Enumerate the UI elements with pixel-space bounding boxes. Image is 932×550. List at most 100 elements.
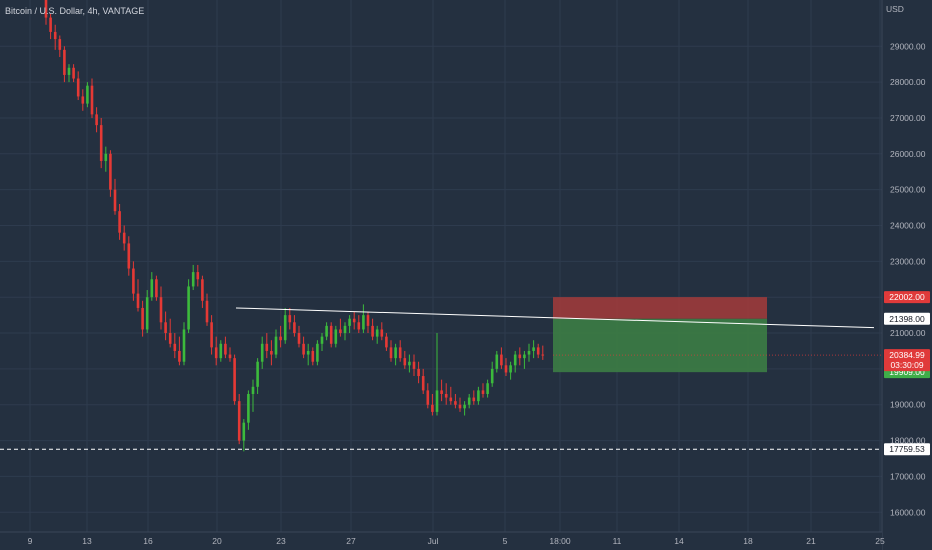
candle-body xyxy=(504,365,508,373)
take-profit-zone[interactable] xyxy=(553,318,767,373)
risk-reward-tool[interactable] xyxy=(553,297,767,373)
candle-body xyxy=(150,279,154,298)
candle-body xyxy=(168,333,172,344)
candle-body xyxy=(210,322,213,348)
candle-body xyxy=(283,315,287,341)
candle-body xyxy=(348,318,351,326)
candle-body xyxy=(536,347,540,355)
symbol-title[interactable]: Bitcoin / U.S. Dollar, 4h, VANTAGE xyxy=(5,6,144,16)
stop-loss-zone[interactable] xyxy=(553,297,767,319)
candle-body xyxy=(435,390,439,412)
candle-body xyxy=(219,343,223,359)
candle-body xyxy=(104,153,108,161)
price-tick-label: 27000.00 xyxy=(890,113,926,123)
candle-body xyxy=(398,347,402,359)
trend-price-badge xyxy=(884,312,930,325)
candle-body xyxy=(187,286,190,330)
candle-body xyxy=(477,390,480,402)
candle-body xyxy=(431,404,434,412)
price-tick-label: 24000.00 xyxy=(890,221,926,231)
candle-body xyxy=(357,322,361,330)
time-tick-label: 11 xyxy=(613,536,622,546)
drawing-lines[interactable] xyxy=(0,307,882,450)
time-tick-label: 20 xyxy=(212,536,222,546)
time-tick-label: 5 xyxy=(503,536,508,546)
candle-body xyxy=(49,17,52,32)
time-tick-label: Jul xyxy=(428,536,439,546)
candle-body xyxy=(205,300,209,323)
time-tick-label: 16 xyxy=(143,536,153,546)
support-price-label: 17759.53 xyxy=(889,444,925,454)
candle-body xyxy=(182,329,186,362)
candle-body xyxy=(449,397,453,402)
price-axis-panel[interactable] xyxy=(882,0,932,550)
candle-body xyxy=(132,268,135,294)
candle-body xyxy=(90,85,94,115)
candle-body xyxy=(339,329,342,334)
currency-label: USD xyxy=(886,4,904,14)
time-tick-label: 25 xyxy=(875,536,885,546)
candle-body xyxy=(417,368,420,377)
candle-body xyxy=(293,322,296,334)
candle-body xyxy=(527,350,531,355)
candle-body xyxy=(228,354,232,359)
candle-body xyxy=(490,368,494,384)
candle-body xyxy=(44,0,48,18)
candle-body xyxy=(173,343,177,351)
time-tick-label: 13 xyxy=(82,536,92,546)
candle-body xyxy=(224,343,227,355)
candle-body xyxy=(53,31,57,40)
resistance-trendline[interactable] xyxy=(235,307,875,329)
candle-body xyxy=(256,361,259,387)
candle-body xyxy=(394,347,397,359)
candle-body xyxy=(518,354,522,359)
candle-body xyxy=(302,343,305,355)
target-price-label: 19909.00 xyxy=(889,367,925,377)
candle-body xyxy=(421,376,425,391)
candlestick-series xyxy=(44,0,545,452)
candle-body xyxy=(306,350,310,355)
candle-body xyxy=(389,347,393,359)
price-tick-label: 28000.00 xyxy=(890,77,926,87)
candle-body xyxy=(412,361,416,369)
candle-body xyxy=(113,189,117,212)
price-tick-label: 16000.00 xyxy=(890,507,926,517)
candle-body xyxy=(76,78,80,97)
price-badges: 22002.00 21398.00 19909.00 20384.9903:30:09… xyxy=(884,291,930,456)
candle-body xyxy=(63,49,66,75)
candle-body xyxy=(260,343,264,362)
candle-body xyxy=(141,307,144,330)
candle-body xyxy=(458,404,462,409)
candle-body xyxy=(440,390,443,394)
time-axis-panel[interactable] xyxy=(0,532,882,550)
candle-body xyxy=(472,397,476,402)
candle-body xyxy=(265,343,269,351)
stop-price-label: 22002.00 xyxy=(889,292,925,302)
candle-body xyxy=(237,401,241,441)
price-tick-label: 26000.00 xyxy=(890,149,926,159)
candle-body xyxy=(201,279,204,301)
candle-body xyxy=(159,297,163,323)
candle-body xyxy=(191,272,195,287)
candle-body xyxy=(385,336,388,348)
candle-body xyxy=(444,393,448,398)
candle-body xyxy=(375,329,379,337)
last-price-label: 20384.99 xyxy=(889,350,925,360)
candle-body xyxy=(316,343,319,362)
candle-body xyxy=(380,329,384,337)
candle-body xyxy=(81,96,85,104)
candle-body xyxy=(454,401,457,405)
price-tick-label: 17000.00 xyxy=(890,471,926,481)
candle-body xyxy=(366,315,370,326)
candle-body xyxy=(362,315,365,330)
candle-body xyxy=(311,350,315,362)
stop-price-badge xyxy=(884,291,930,304)
candle-body xyxy=(329,325,333,344)
candle-body xyxy=(481,390,485,394)
candle-body xyxy=(270,350,273,355)
candle-body xyxy=(288,315,292,323)
candle-body xyxy=(136,293,140,308)
candle-body xyxy=(178,350,181,362)
